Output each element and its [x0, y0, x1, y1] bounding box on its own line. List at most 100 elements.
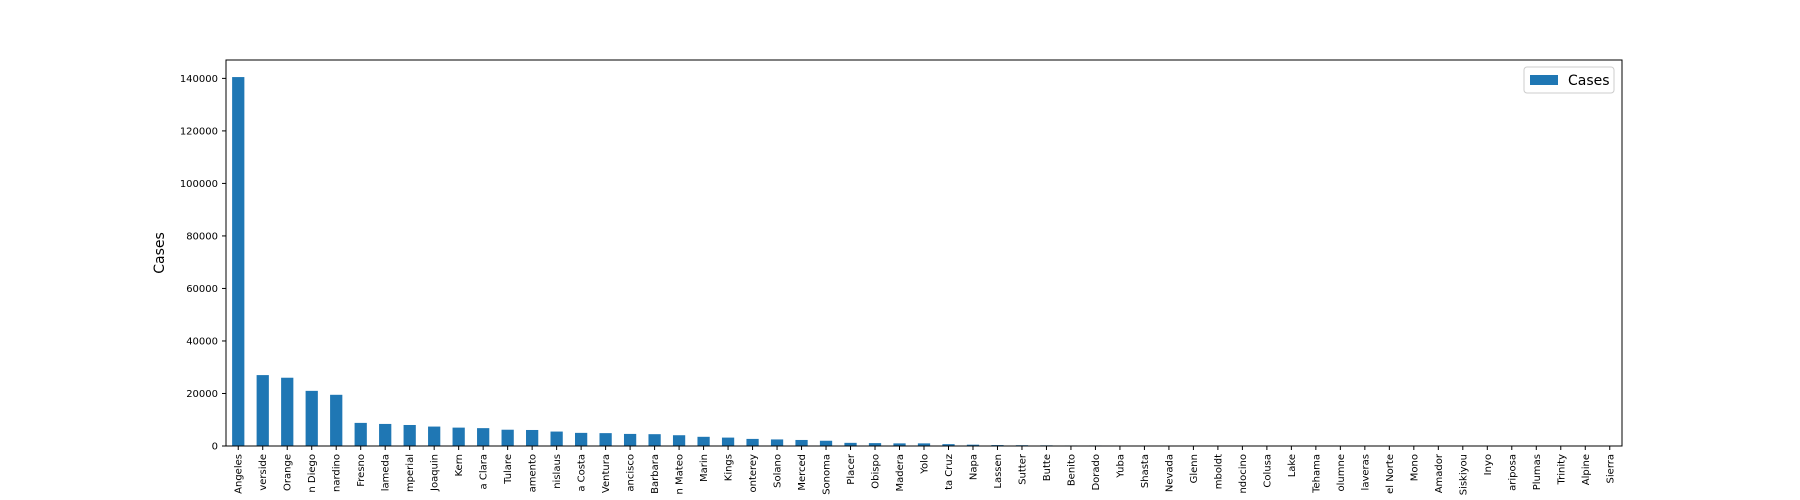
legend-box	[1523, 66, 1615, 94]
bar-23	[795, 439, 808, 446]
bar-17	[648, 434, 661, 446]
x-tick-label-21: onterey	[748, 454, 759, 493]
x-tick-label-6: lameda	[381, 454, 392, 491]
x-tick-label-9: Kern	[454, 454, 465, 477]
legend-label-cases: Cases	[1568, 73, 1610, 89]
bar-0	[232, 77, 245, 446]
bar-2	[281, 377, 294, 446]
x-tick-label-40: mboldt	[1213, 454, 1224, 489]
x-tick-label-41: ndocino	[1238, 454, 1249, 494]
x-tick-label-39: Glenn	[1189, 454, 1200, 483]
x-tick-label-14: a Costa	[577, 454, 588, 492]
x-tick-label-5: Fresno	[356, 454, 367, 487]
x-tick-label-55: Alpine	[1581, 454, 1592, 485]
bar-30	[966, 444, 980, 446]
bar-19	[697, 436, 710, 446]
bar-20	[721, 437, 735, 446]
legend-swatch-cases	[1530, 75, 1558, 85]
x-tick-label-33: Butte	[1042, 454, 1053, 481]
x-tick-label-25: Placer	[846, 453, 857, 485]
x-tick-label-53: Plumas	[1532, 454, 1543, 490]
bar-3	[305, 390, 318, 446]
bar-25	[844, 442, 857, 446]
bar-24	[819, 440, 833, 446]
bar-11	[501, 429, 514, 446]
x-tick-label-8: Joaquin	[430, 454, 441, 492]
x-tick-label-49: Amador	[1434, 453, 1445, 493]
bar-18	[672, 435, 686, 446]
x-tick-label-19: Marin	[699, 454, 710, 482]
x-tick-label-26: Obispo	[871, 454, 882, 489]
bar-series	[232, 77, 1616, 446]
x-tick-label-27: Madera	[895, 454, 906, 492]
bar-8	[428, 426, 441, 446]
bar-5	[354, 422, 367, 446]
x-tick-label-37: Shasta	[1140, 454, 1151, 488]
x-tick-label-32: Sutter	[1017, 453, 1028, 485]
bar-22	[770, 439, 784, 446]
x-tick-label-44: Tehama	[1311, 454, 1322, 494]
x-tick-label-50: Siskiyou	[1458, 454, 1469, 495]
legend: Cases	[1523, 66, 1615, 94]
x-tick-label-11: Tulare	[503, 454, 514, 485]
x-axis: Angeles verside Orange n Diego nardino Fresno…	[234, 446, 1616, 495]
x-tick-label-15: Ventura	[601, 454, 612, 493]
x-tick-label-4: nardino	[332, 454, 343, 492]
x-tick-label-29: ta Cruz	[944, 454, 955, 490]
x-tick-label-47: el Norte	[1385, 454, 1396, 494]
x-tick-label-34: Benito	[1066, 454, 1077, 486]
x-tick-label-0: Angeles	[234, 454, 245, 494]
bar-1	[256, 375, 269, 446]
x-tick-label-30: Napa	[968, 454, 979, 480]
x-tick-label-31: Lassen	[993, 454, 1004, 489]
bar-13	[550, 431, 563, 446]
x-tick-label-54: Trinity	[1556, 454, 1567, 486]
bar-4	[330, 394, 343, 446]
bar-27	[893, 443, 906, 446]
x-tick-label-22: Solano	[773, 454, 784, 488]
x-tick-label-35: Dorado	[1091, 454, 1102, 491]
y-tick-label-0: 0	[212, 442, 218, 453]
x-tick-label-56: Sierra	[1605, 454, 1616, 483]
y-tick-label-1: 20000	[186, 389, 218, 400]
bar-10	[477, 428, 490, 446]
x-tick-label-28: Yolo	[920, 454, 931, 475]
x-tick-label-10: a Clara	[479, 454, 490, 489]
x-tick-label-1: verside	[258, 454, 269, 491]
y-tick-label-3: 60000	[186, 284, 218, 295]
y-tick-label-5: 100000	[180, 179, 218, 190]
x-tick-label-23: Merced	[797, 454, 808, 491]
x-tick-label-38: Nevada	[1164, 454, 1175, 492]
y-tick-label-2: 40000	[186, 336, 218, 347]
bar-16	[623, 433, 637, 446]
x-tick-label-24: Sonoma	[822, 454, 833, 495]
x-tick-label-17: Barbara	[650, 454, 661, 494]
x-tick-label-12: amento	[528, 454, 539, 492]
x-tick-label-18: n Mateo	[675, 454, 686, 494]
x-tick-label-3: n Diego	[307, 454, 318, 493]
bar-6	[379, 423, 392, 446]
bar-7	[403, 424, 416, 446]
x-tick-label-2: Orange	[283, 454, 294, 491]
x-tick-label-48: Mono	[1409, 454, 1420, 481]
bar-9	[452, 427, 465, 446]
x-tick-label-20: Kings	[724, 454, 735, 481]
x-tick-label-46: laveras	[1360, 454, 1371, 490]
y-tick-label-6: 120000	[180, 126, 218, 137]
bar-26	[868, 443, 882, 446]
bar-12	[526, 429, 539, 446]
bar-28	[917, 443, 931, 446]
bar-15	[599, 433, 612, 446]
bar-14	[575, 432, 588, 446]
bar-21	[746, 438, 759, 446]
y-axis-label: Cases	[152, 232, 168, 274]
y-axis: 0 20000 40000 60000 80000 100000 120000 140000	[180, 74, 226, 453]
x-tick-label-45: olumne	[1336, 454, 1347, 491]
x-tick-label-43: Lake	[1287, 454, 1298, 477]
x-tick-label-13: nislaus	[552, 454, 563, 489]
x-tick-label-16: ancisco	[626, 454, 637, 492]
y-tick-label-4: 80000	[186, 231, 218, 242]
x-tick-label-52: ariposa	[1507, 454, 1518, 491]
y-tick-label-7: 140000	[180, 74, 218, 85]
